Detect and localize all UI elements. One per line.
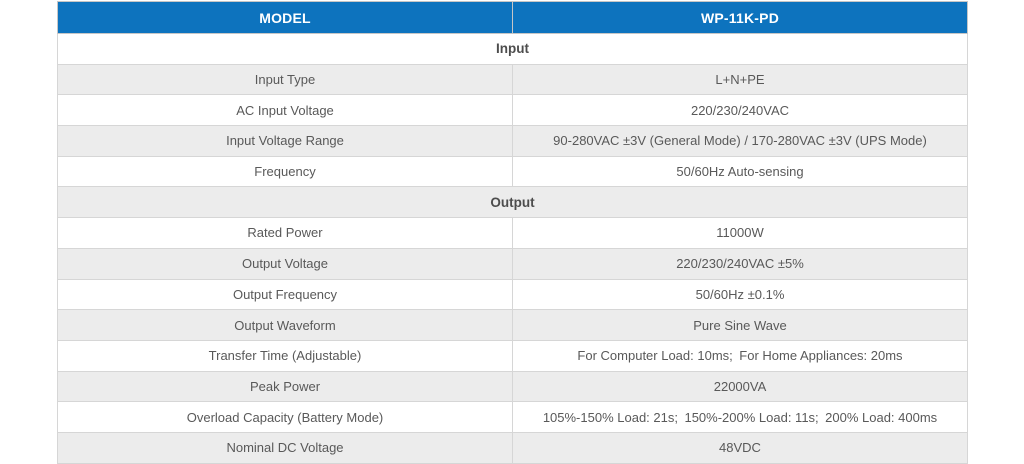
spec-label: Overload Capacity (Battery Mode) (57, 401, 513, 433)
spec-label: Input Type (57, 63, 513, 96)
spec-value: Pure Sine Wave (512, 309, 968, 341)
spec-row-input-type: Input Type L+N+PE (57, 63, 968, 96)
spec-row-output-frequency: Output Frequency 50/60Hz ±0.1% (57, 278, 968, 311)
spec-row-transfer-time: Transfer Time (Adjustable) For Computer … (57, 339, 968, 372)
spec-row-frequency: Frequency 50/60Hz Auto-sensing (57, 155, 968, 188)
spec-value: 220/230/240VAC ±5% (512, 247, 968, 280)
product-spec-table: MODEL WP-11K-PD Input Input Type L+N+PE … (57, 1, 968, 464)
spec-value: L+N+PE (512, 63, 968, 96)
table-header-row: MODEL WP-11K-PD (57, 1, 968, 34)
spec-label: Output Frequency (57, 278, 513, 311)
model-column-header: MODEL (57, 1, 513, 34)
spec-label: Transfer Time (Adjustable) (57, 339, 513, 372)
spec-row-output-voltage: Output Voltage 220/230/240VAC ±5% (57, 247, 968, 280)
section-title-output: Output (57, 186, 968, 219)
spec-value: 105%-150% Load: 21s; 150%-200% Load: 11s… (512, 401, 968, 433)
spec-row-overload-capacity: Overload Capacity (Battery Mode) 105%-15… (57, 401, 968, 433)
spec-value: 50/60Hz ±0.1% (512, 278, 968, 311)
spec-value: 11000W (512, 217, 968, 249)
spec-label: Nominal DC Voltage (57, 431, 513, 464)
spec-label: AC Input Voltage (57, 94, 513, 127)
section-row-input: Input (57, 33, 968, 65)
spec-label: Output Waveform (57, 309, 513, 341)
section-title-input: Input (57, 33, 968, 65)
spec-row-nominal-dc-voltage: Nominal DC Voltage 48VDC (57, 431, 968, 464)
spec-value: For Computer Load: 10ms; For Home Applia… (512, 339, 968, 372)
spec-row-ac-input-voltage: AC Input Voltage 220/230/240VAC (57, 94, 968, 127)
spec-value: 48VDC (512, 431, 968, 464)
spec-label: Peak Power (57, 370, 513, 403)
section-row-output: Output (57, 186, 968, 219)
spec-value: 220/230/240VAC (512, 94, 968, 127)
spec-row-peak-power: Peak Power 22000VA (57, 370, 968, 403)
spec-value: 50/60Hz Auto-sensing (512, 155, 968, 188)
spec-value: 90-280VAC ±3V (General Mode) / 170-280VA… (512, 125, 968, 157)
product-model-header: WP-11K-PD (512, 1, 968, 34)
spec-row-output-waveform: Output Waveform Pure Sine Wave (57, 309, 968, 341)
spec-label: Frequency (57, 155, 513, 188)
spec-label: Output Voltage (57, 247, 513, 280)
spec-row-input-voltage-range: Input Voltage Range 90-280VAC ±3V (Gener… (57, 125, 968, 157)
spec-value: 22000VA (512, 370, 968, 403)
spec-row-rated-power: Rated Power 11000W (57, 217, 968, 249)
spec-label: Input Voltage Range (57, 125, 513, 157)
spec-label: Rated Power (57, 217, 513, 249)
